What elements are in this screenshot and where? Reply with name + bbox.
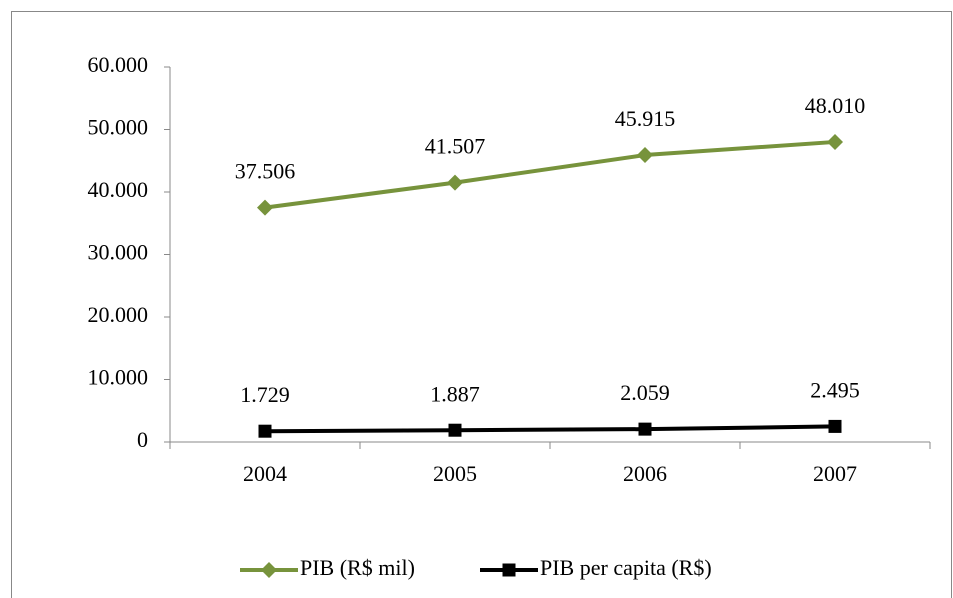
data-label: 45.915 [615,106,676,131]
y-tick-label: 20.000 [88,302,149,327]
x-tick-label: 2007 [813,461,857,486]
x-tick-label: 2006 [623,461,667,486]
legend-marker [261,562,277,578]
legend-label: PIB per capita (R$) [540,555,712,580]
y-tick-label: 30.000 [88,240,149,265]
data-point [447,174,463,191]
data-point [448,423,462,437]
data-label: 48.010 [805,93,866,118]
data-point [637,147,653,164]
y-tick-label: 40.000 [88,177,149,202]
chart-border [11,11,952,598]
y-tick-label: 60.000 [88,52,149,77]
data-label: 2.059 [620,380,670,405]
legend-label: PIB (R$ mil) [300,555,415,580]
data-point [257,199,273,216]
data-label: 41.507 [425,134,486,159]
y-tick-label: 0 [137,427,148,452]
y-tick-label: 50.000 [88,115,149,140]
series-line [264,424,836,434]
data-label: 2.495 [810,377,860,402]
y-tick-label: 10.000 [88,365,149,390]
legend-marker [502,563,516,577]
series-line [264,139,836,210]
x-tick-label: 2005 [433,461,477,486]
data-point [827,133,843,150]
data-point [638,422,652,436]
data-label: 37.506 [235,159,296,184]
data-label: 1.887 [430,381,480,406]
data-point [828,419,842,433]
x-tick-label: 2004 [243,461,287,486]
data-label: 1.729 [240,382,290,407]
data-point [258,424,272,438]
